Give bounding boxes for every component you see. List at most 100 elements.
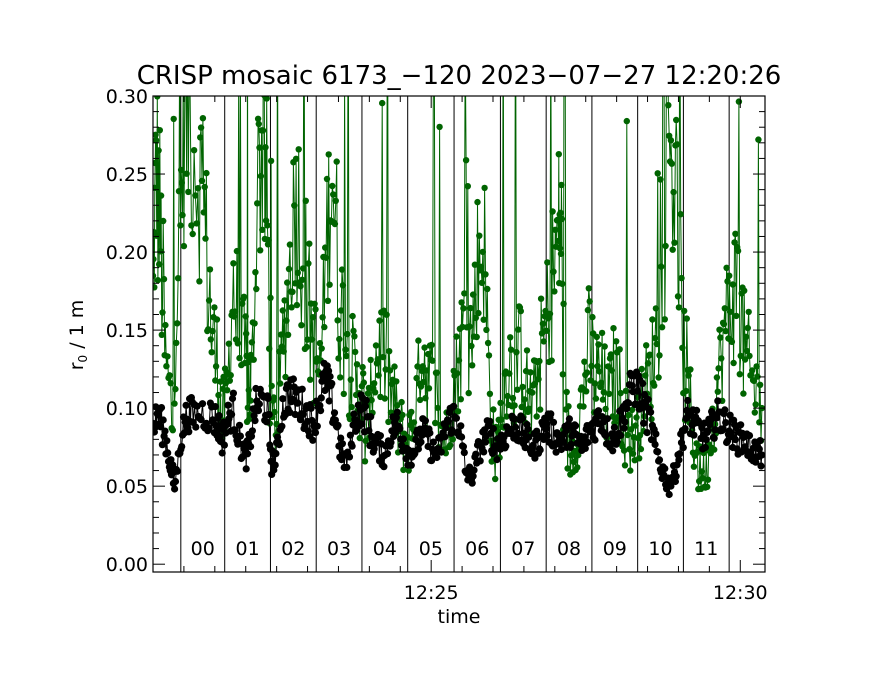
data-point: [482, 271, 489, 278]
data-point: [745, 432, 754, 440]
data-point: [231, 426, 239, 434]
data-point: [613, 438, 621, 446]
data-point: [723, 264, 730, 271]
data-point: [193, 220, 200, 227]
data-point: [511, 423, 520, 431]
data-point: [330, 191, 337, 198]
data-point: [299, 276, 306, 283]
data-point: [581, 358, 588, 365]
data-point: [602, 431, 610, 440]
data-point: [337, 434, 345, 442]
data-point: [565, 403, 572, 410]
data-point: [457, 422, 465, 430]
data-point: [297, 283, 304, 290]
data-point: [540, 338, 547, 345]
data-point: [636, 455, 643, 462]
data-point: [714, 388, 721, 395]
data-point: [255, 120, 262, 128]
data-point: [704, 483, 711, 491]
data-point: [602, 405, 609, 413]
data-point: [453, 333, 460, 340]
data-point: [731, 239, 738, 246]
data-point: [408, 408, 415, 416]
data-point: [173, 467, 181, 475]
data-point: [194, 185, 202, 192]
data-point: [690, 431, 698, 439]
data-point: [292, 155, 300, 162]
data-point: [394, 402, 401, 409]
data-point: [551, 288, 558, 295]
data-point: [197, 134, 204, 141]
data-point: [539, 320, 547, 327]
data-point: [189, 230, 196, 238]
data-point: [638, 365, 645, 373]
data-point: [741, 287, 748, 294]
data-point: [265, 236, 272, 244]
data-point: [254, 407, 263, 415]
data-point: [160, 275, 168, 283]
data-point: [620, 447, 628, 454]
data-point: [726, 411, 734, 419]
data-point: [276, 348, 283, 355]
data-point: [521, 396, 528, 403]
data-point: [426, 429, 434, 437]
data-point: [251, 417, 259, 425]
data-point: [585, 285, 592, 292]
data-point: [519, 383, 526, 391]
data-point: [185, 428, 193, 436]
data-point: [424, 350, 432, 358]
data-point: [450, 402, 458, 410]
data-point: [665, 102, 672, 109]
data-point: [642, 372, 649, 379]
data-point: [654, 170, 661, 177]
data-point: [643, 342, 650, 349]
data-point: [361, 458, 369, 465]
x-axis-label: time: [438, 606, 481, 628]
data-point: [558, 181, 565, 189]
data-point: [285, 382, 293, 390]
data-point: [651, 334, 659, 342]
data-point: [605, 363, 612, 370]
data-point: [294, 399, 302, 407]
data-point: [346, 431, 354, 439]
data-point: [321, 323, 328, 331]
data-point: [448, 426, 456, 434]
data-point: [282, 373, 289, 381]
data-point: [218, 449, 226, 457]
data-point: [243, 450, 252, 458]
data-point: [387, 438, 395, 446]
data-point: [699, 475, 706, 482]
y-axis-label: r0 / 1 m: [66, 300, 90, 371]
data-point: [392, 414, 400, 422]
data-point: [318, 345, 325, 352]
data-point: [591, 436, 599, 444]
data-point: [167, 380, 174, 387]
data-point: [617, 431, 625, 439]
data-point: [360, 370, 367, 377]
data-point: [600, 389, 607, 396]
data-point: [730, 359, 737, 367]
data-point: [344, 330, 351, 338]
scan-label: 07: [511, 538, 535, 560]
scan-label: 04: [373, 538, 397, 560]
scan-label: 11: [694, 538, 718, 560]
data-point: [231, 313, 238, 320]
data-point: [670, 188, 677, 196]
data-point: [625, 411, 632, 419]
scan-label: 00: [191, 538, 215, 560]
data-point: [557, 209, 564, 216]
data-point: [596, 368, 603, 375]
data-point: [157, 192, 165, 199]
data-point: [422, 395, 429, 402]
data-point: [698, 468, 706, 475]
data-point: [564, 465, 571, 472]
data-point: [632, 400, 640, 408]
data-point: [332, 197, 339, 204]
data-point: [329, 182, 336, 190]
data-point: [673, 116, 680, 124]
data-point: [190, 147, 198, 154]
data-point: [558, 215, 566, 223]
data-point: [550, 268, 557, 275]
data-point: [471, 261, 479, 268]
data-point: [376, 432, 384, 440]
